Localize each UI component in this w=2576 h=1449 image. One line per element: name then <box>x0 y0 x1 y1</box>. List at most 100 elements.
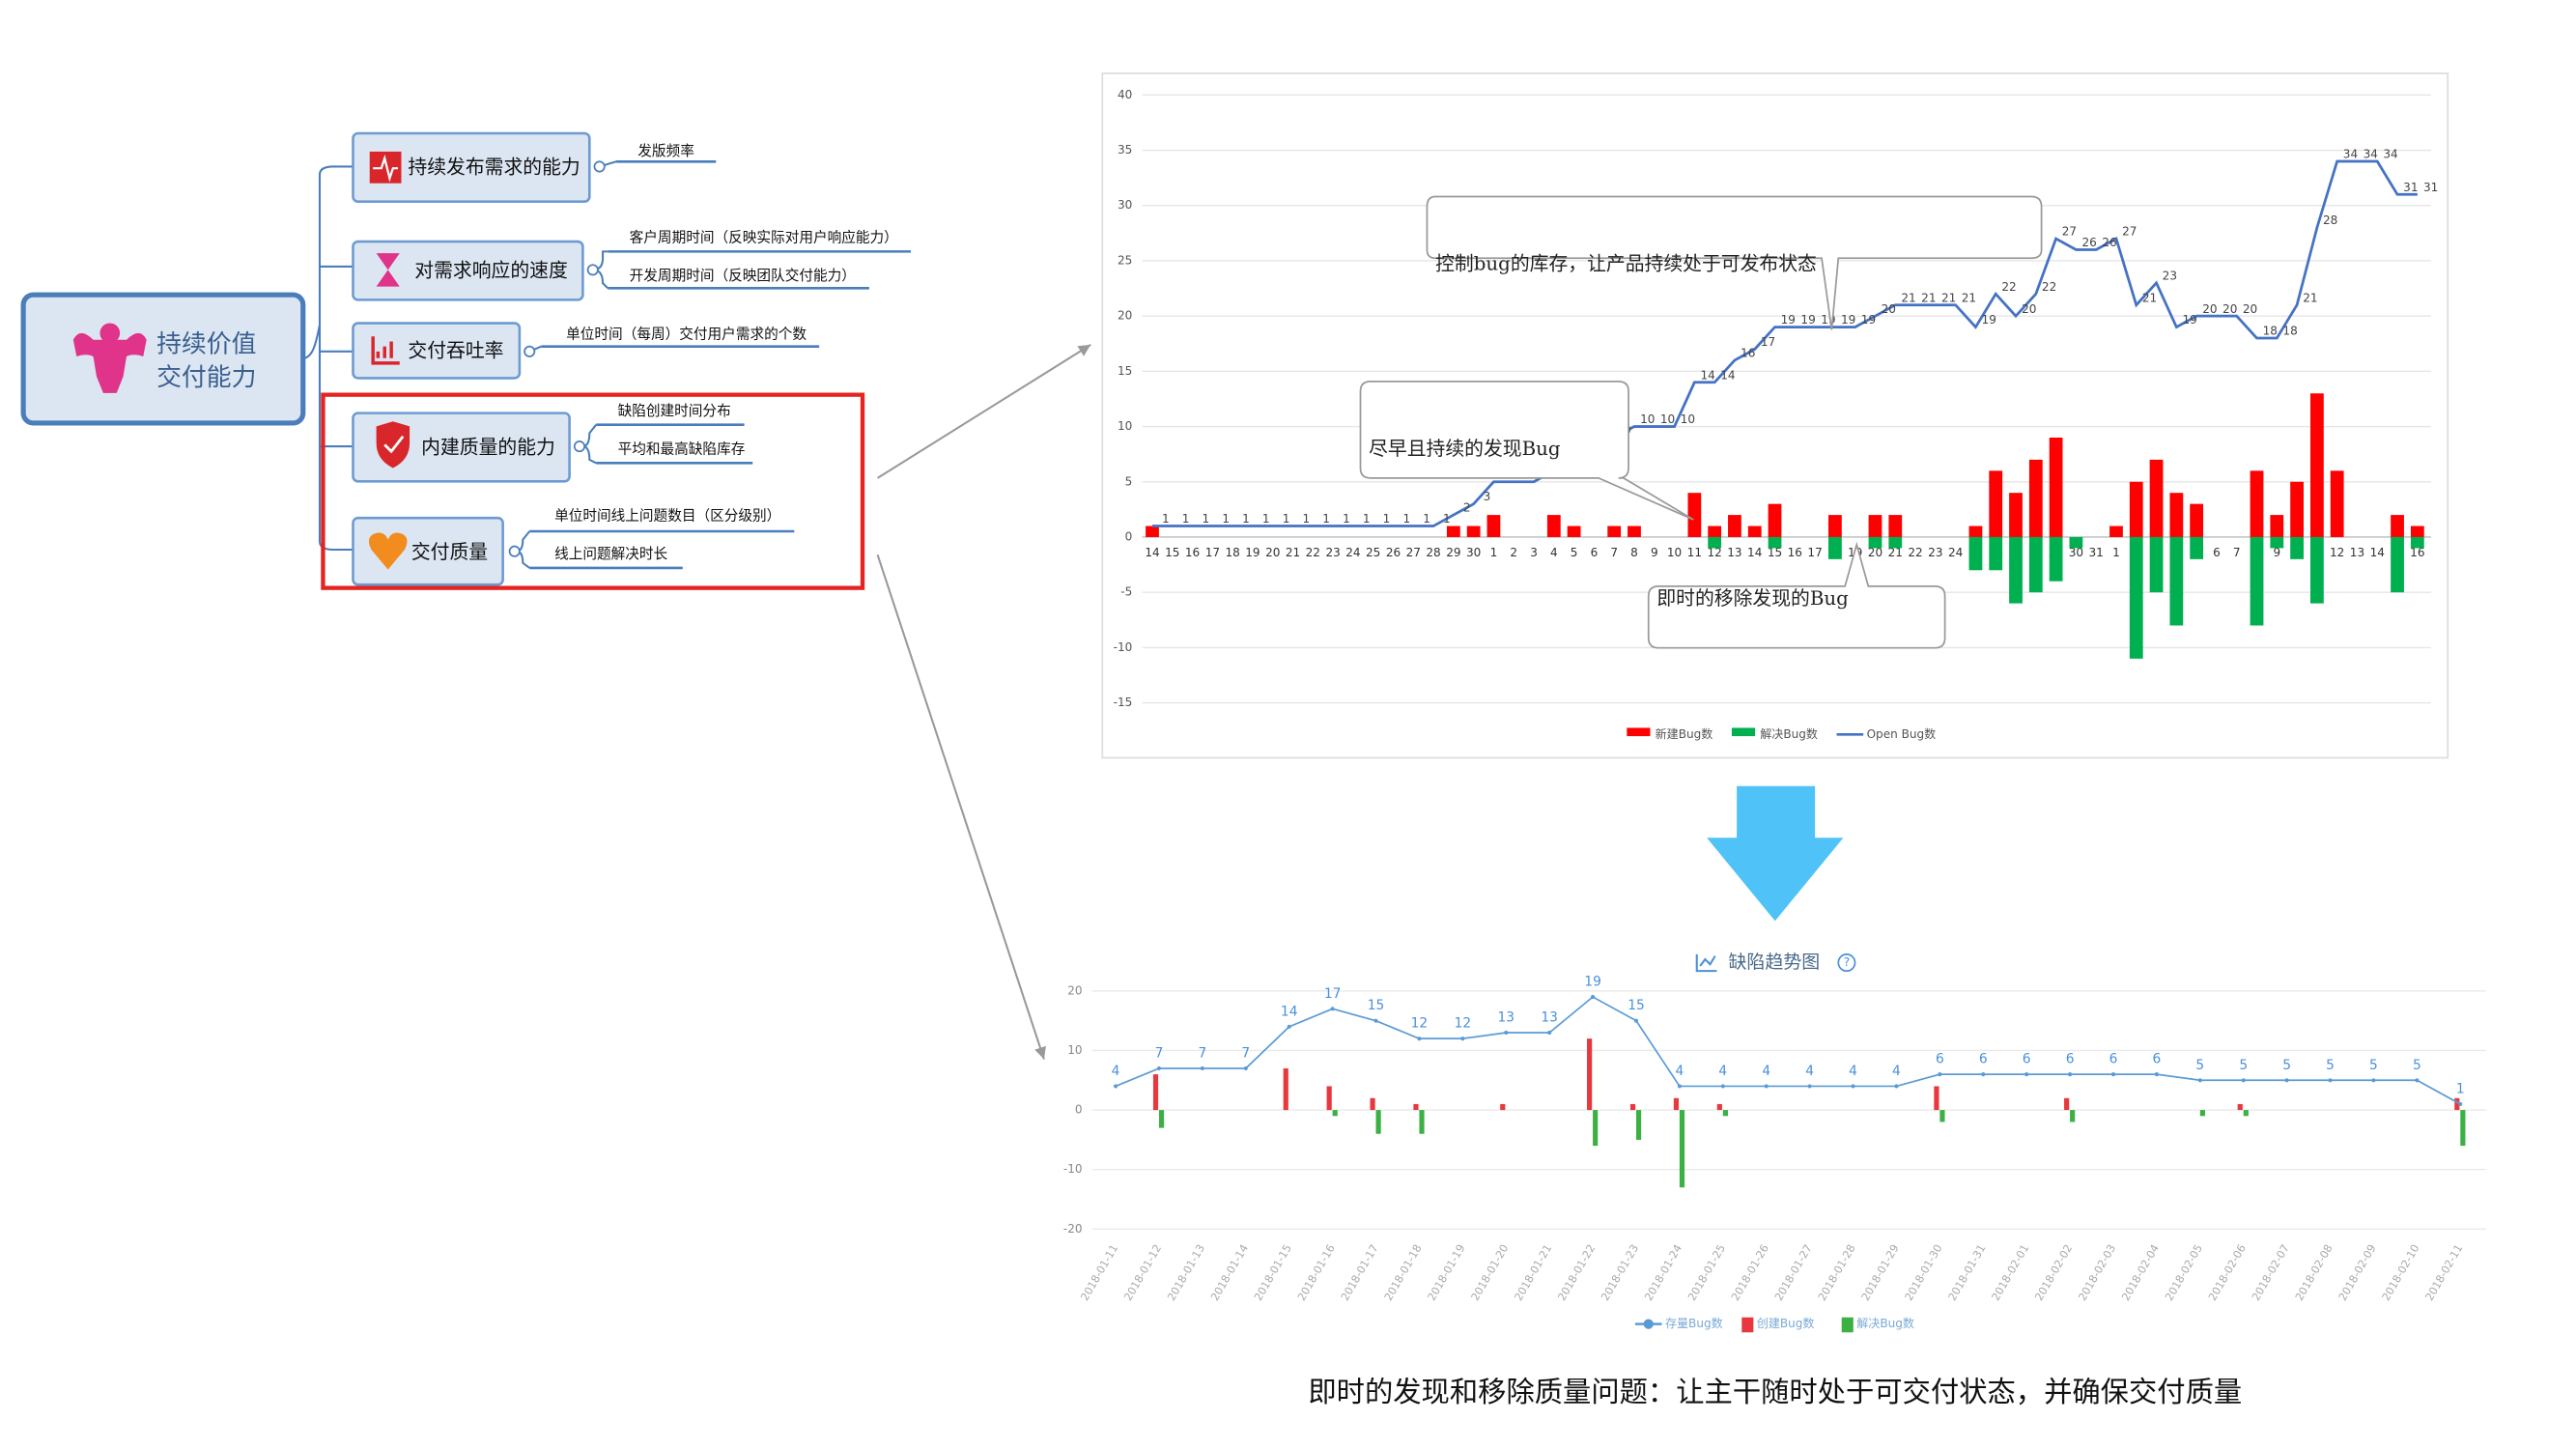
connector <box>318 265 354 552</box>
data-label: 2 <box>1463 501 1471 515</box>
data-label: 21 <box>1901 291 1915 304</box>
leaf-label: 发版频率 <box>637 143 694 159</box>
connector <box>302 165 354 359</box>
x-tick-label: 2018-01-31 <box>1946 1242 1989 1303</box>
data-label: 20 <box>2222 302 2237 316</box>
icon <box>376 421 410 469</box>
collapse-dot[interactable] <box>508 545 521 557</box>
y-tick-label: 0 <box>1075 1103 1083 1117</box>
flow-arrow <box>1707 785 1844 922</box>
bar <box>1722 1110 1728 1117</box>
bar <box>1158 1110 1165 1128</box>
bar <box>2129 536 2143 659</box>
x-tick-label: 17 <box>1205 546 1220 559</box>
data-label: 20 <box>1882 302 1896 316</box>
bar <box>1768 536 1782 549</box>
data-label: 5 <box>2195 1058 2204 1073</box>
muscle-icon <box>72 323 147 393</box>
bar <box>1708 526 1722 537</box>
data-label: 19 <box>1800 313 1815 327</box>
x-tick-label: 2018-01-14 <box>1208 1242 1251 1303</box>
point <box>1851 1084 1855 1089</box>
point <box>1938 1072 1942 1077</box>
bar <box>1593 1110 1599 1147</box>
x-tick-label: 13 <box>2350 546 2364 559</box>
point <box>1113 1084 1118 1089</box>
x-tick-label: 2018-02-07 <box>2250 1242 2292 1303</box>
x-tick-label: 1 <box>1490 546 1498 559</box>
x-tick-label: 26 <box>1386 546 1401 559</box>
x-tick-label: 13 <box>1727 546 1741 559</box>
data-label: 21 <box>2142 291 2157 304</box>
help-icon[interactable] <box>1837 953 1856 973</box>
data-label: 23 <box>2163 269 2177 282</box>
collapse-dot[interactable] <box>524 345 536 357</box>
bar <box>2169 536 2184 626</box>
point <box>2415 1078 2420 1083</box>
bar <box>2049 438 2063 537</box>
point <box>1547 1030 1552 1036</box>
data-label: 26 <box>2102 236 2116 249</box>
x-tick-label: 2018-01-16 <box>1295 1242 1338 1303</box>
data-label: 4 <box>1762 1064 1770 1079</box>
bar <box>2250 470 2264 537</box>
bar <box>2410 536 2424 549</box>
data-label: 1 <box>1203 512 1210 526</box>
collapse-dot[interactable] <box>573 440 585 453</box>
data-label: 31 <box>2403 181 2418 194</box>
x-tick-label: 2 <box>1510 546 1517 559</box>
x-tick-label: 8 <box>1630 546 1638 559</box>
x-tick-label: 24 <box>1345 546 1360 559</box>
x-tick-label: 30 <box>1466 546 1481 559</box>
legend-swatch <box>1627 727 1651 737</box>
collapse-dot[interactable] <box>586 264 599 276</box>
leaf-label: 缺陷创建时间分布 <box>618 403 731 419</box>
x-tick-label: 20 <box>1265 546 1280 559</box>
data-label: 19 <box>1982 313 1996 327</box>
data-label: 21 <box>2303 291 2317 304</box>
point <box>1330 1007 1335 1011</box>
data-label: 22 <box>2001 280 2016 294</box>
bar <box>2290 536 2304 559</box>
legend-swatch <box>1741 1317 1754 1333</box>
pointer-arrow <box>876 344 1091 479</box>
chart-title: 缺陷趋势图 <box>1728 952 1820 973</box>
data-label: 10 <box>1660 412 1675 426</box>
x-tick-label: 9 <box>1651 546 1658 559</box>
data-label: 1 <box>1262 512 1270 526</box>
x-tick-label: 9 <box>2273 546 2280 559</box>
data-label: 20 <box>2243 302 2257 316</box>
collapse-dot[interactable] <box>593 160 606 173</box>
x-tick-label: 14 <box>2370 546 2385 559</box>
x-tick-label: 12 <box>2330 546 2344 559</box>
bar <box>2049 536 2063 582</box>
point <box>1764 1084 1769 1089</box>
x-tick-label: 20 <box>1868 546 1882 559</box>
data-label: 14 <box>1720 368 1735 382</box>
branch-label: 交付吞吐率 <box>408 339 503 361</box>
x-tick-label: 18 <box>1225 546 1239 559</box>
data-label: 4 <box>1112 1064 1120 1079</box>
bar <box>1413 1103 1419 1111</box>
bar <box>1708 536 1722 549</box>
data-label: 19 <box>2182 313 2196 327</box>
x-tick-label: 2018-02-09 <box>2336 1242 2379 1303</box>
bar <box>1828 536 1842 559</box>
data-label: 5 <box>2239 1058 2248 1073</box>
data-label: 1 <box>1322 512 1330 526</box>
line <box>1151 159 2418 527</box>
data-label: 21 <box>1921 291 1936 304</box>
data-label: 4 <box>1676 1064 1684 1079</box>
x-tick-label: 2018-01-28 <box>1816 1242 1858 1303</box>
point <box>2371 1078 2376 1083</box>
bar <box>1446 526 1460 537</box>
bar <box>1567 526 1581 537</box>
bar <box>1679 1110 1685 1188</box>
bar <box>2270 536 2284 549</box>
point <box>2024 1072 2029 1077</box>
y-tick-label: 25 <box>1118 253 1132 267</box>
help-icon[interactable]: ? <box>1844 955 1850 969</box>
point <box>1894 1084 1899 1089</box>
icon <box>371 336 400 365</box>
